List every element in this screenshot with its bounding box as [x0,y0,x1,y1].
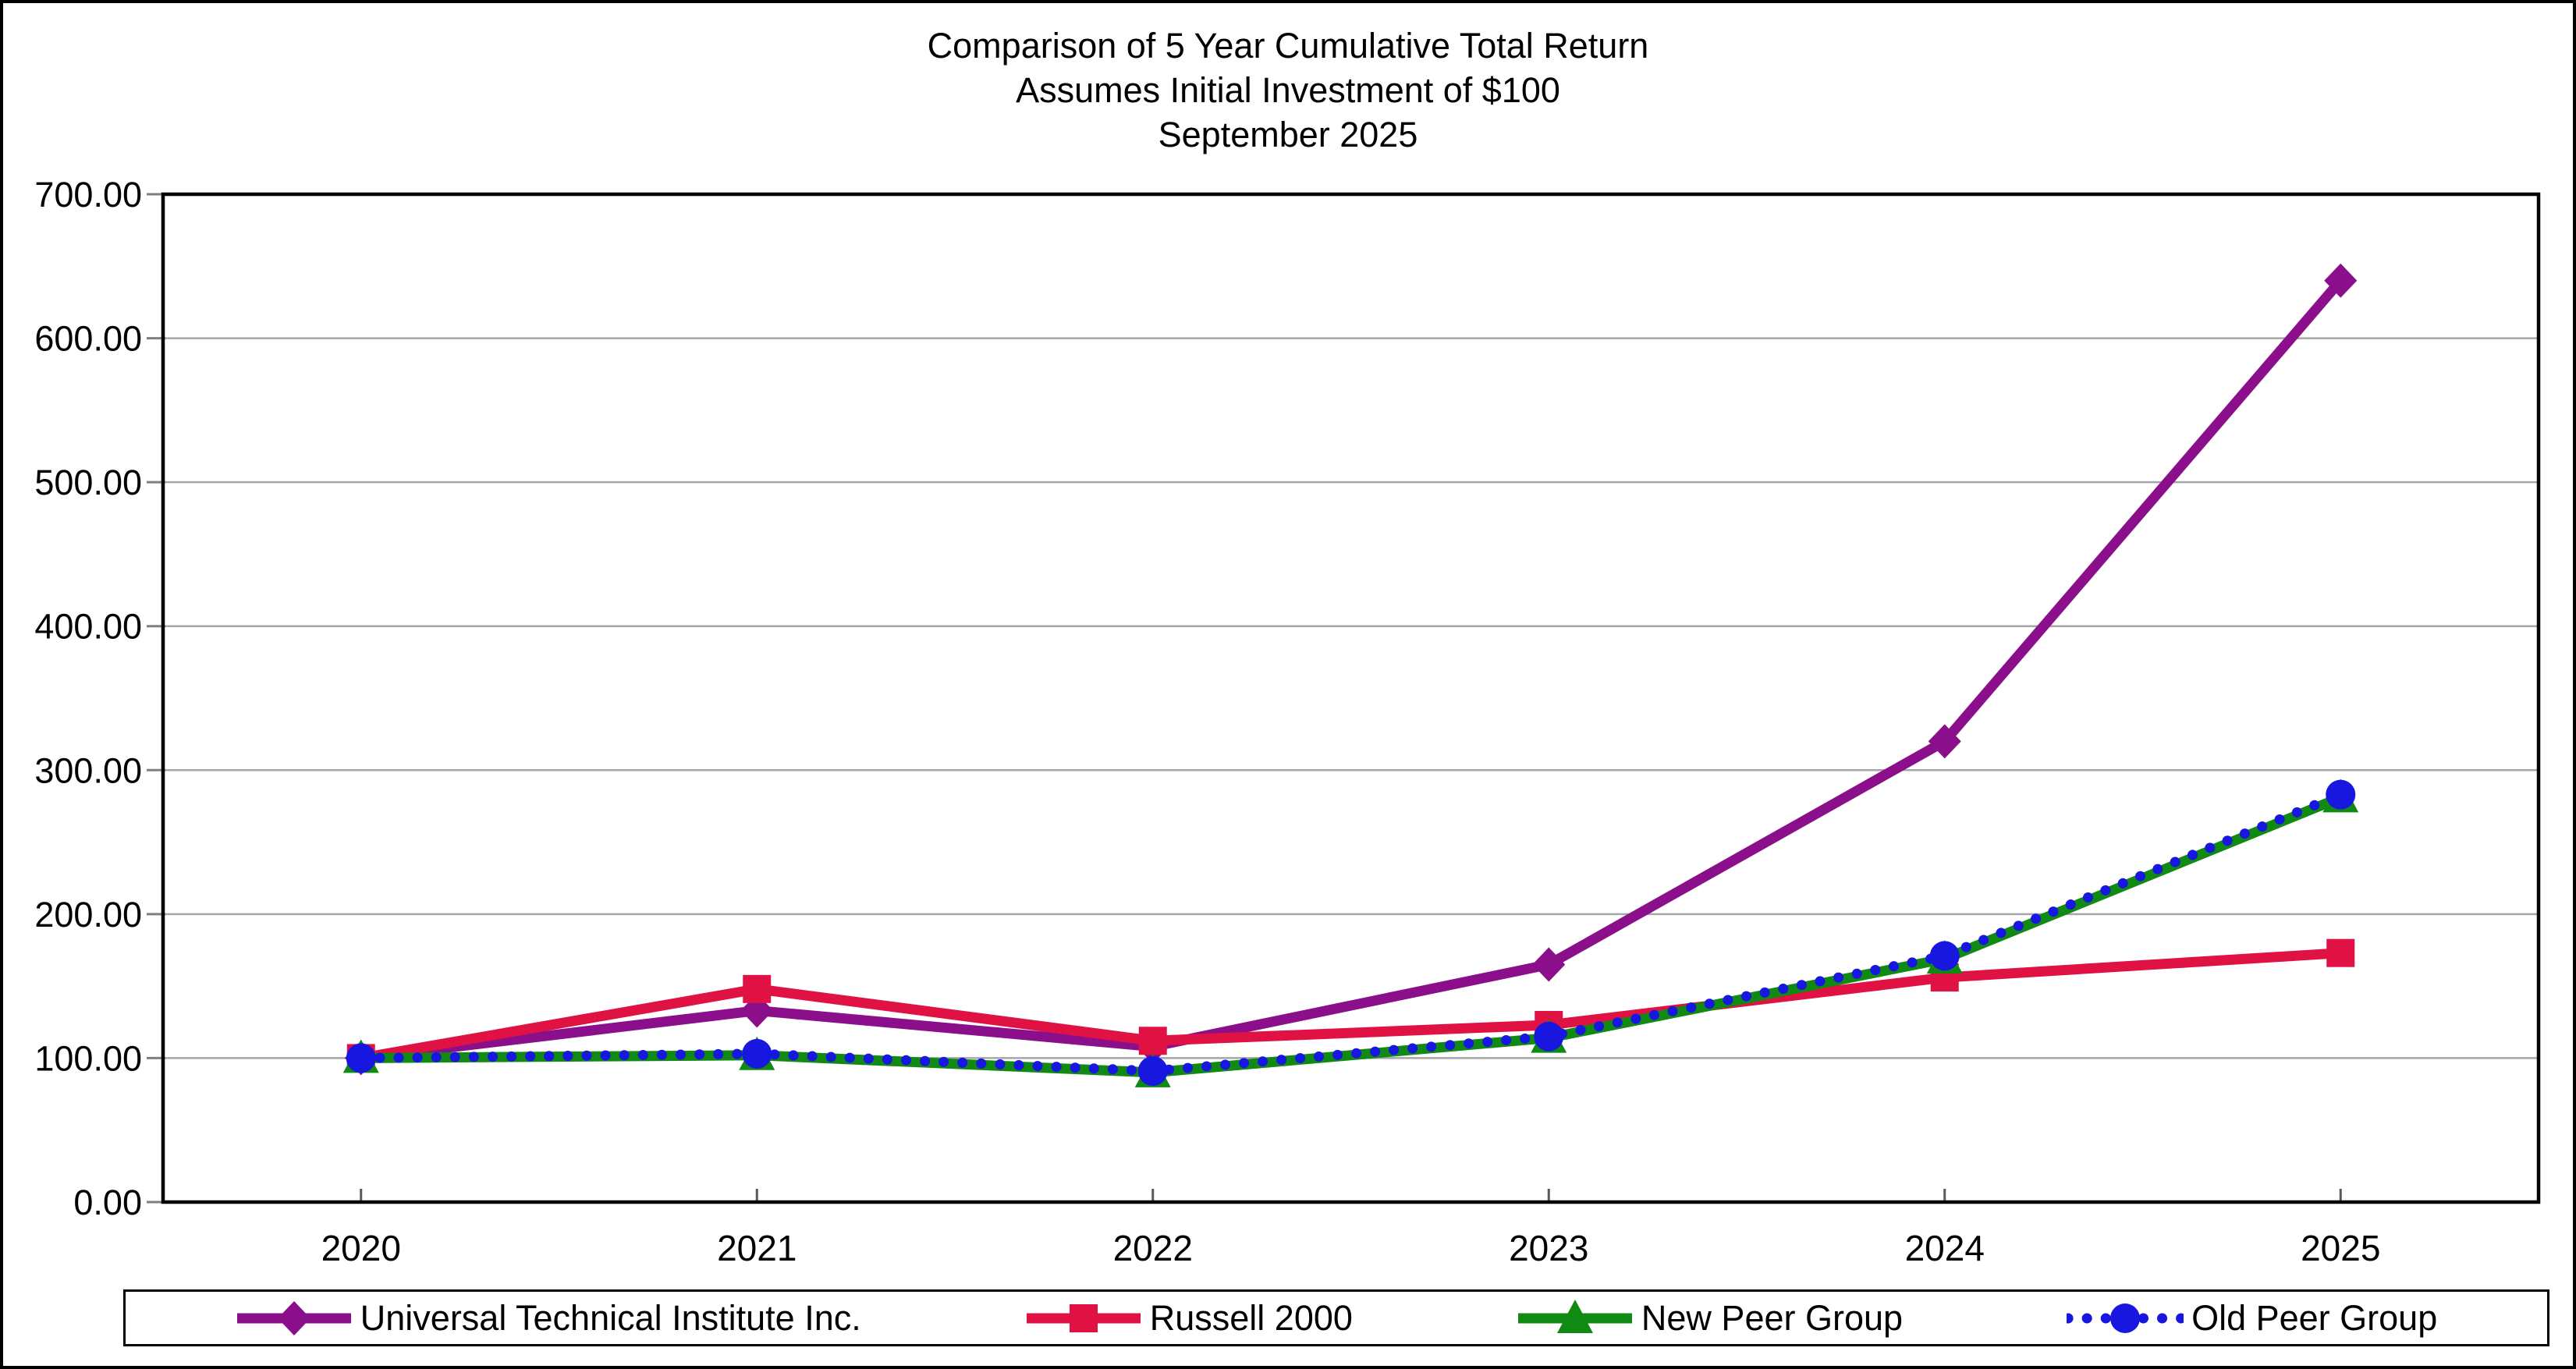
point-old-peer-group-2020-circle-marker-icon [346,1043,376,1073]
x-axis-label-2025: 2025 [2301,1228,2380,1268]
chart-title-line-1: Comparison of 5 Year Cumulative Total Re… [927,26,1649,66]
chart-title-line-3: September 2025 [1158,115,1418,154]
legend-swatch-russell-2000 [1026,1303,1141,1332]
legend-item-new-peer-group: New Peer Group [1517,1298,1903,1339]
series-line-universal-technical-institute-inc [360,277,2345,1063]
y-axis-label-700: 700.00 [34,175,142,215]
legend-label-old-peer-group: Old Peer Group [2191,1297,2438,1338]
legend-item-old-peer-group: Old Peer Group [2067,1298,2437,1339]
series-new-peer-group [342,778,2359,1087]
point-russell-2000-2022-square-marker-icon [1138,1027,1167,1055]
legend-new-peer-group-triangle-marker-icon [1556,1299,1593,1333]
chart-title-line-2: Assumes Initial Investment of $100 [1016,70,1560,110]
y-axis-label-400: 400.00 [34,607,142,647]
y-axis-label-500: 500.00 [34,463,142,502]
legend-item-russell-2000: Russell 2000 [1025,1298,1353,1339]
legend: Universal Technical Institute Inc. Russel… [123,1289,2549,1346]
series-universal-technical-institute-inc [344,263,2358,1076]
point-old-peer-group-2022-circle-marker-icon [1137,1056,1168,1087]
legend-swatch-new-peer-group [1517,1299,1632,1333]
legend-label-russell-2000: Russell 2000 [1149,1297,1353,1338]
x-axis-label-2021: 2021 [717,1228,797,1268]
legend-old-peer-group-circle-marker-icon [2110,1303,2141,1333]
series-russell-2000 [346,938,2355,1073]
legend-label-universal-technical-institute-inc: Universal Technical Institute Inc. [360,1297,861,1338]
y-axis-label-600: 600.00 [34,319,142,359]
legend-item-universal-technical-institute-inc: Universal Technical Institute Inc. [236,1298,861,1339]
series-line-russell-2000 [360,948,2341,1063]
point-universal-technical-institute-inc-2024-diamond-marker-icon [1928,724,1961,759]
point-old-peer-group-2024-circle-marker-icon [1929,941,1960,971]
point-universal-technical-institute-inc-2023-diamond-marker-icon [1532,947,1566,982]
series-old-peer-group [346,779,2356,1087]
legend-swatch-universal-technical-institute-inc [236,1300,351,1335]
legend-label-new-peer-group: New Peer Group [1641,1297,1904,1338]
point-old-peer-group-2023-circle-marker-icon [1534,1021,1564,1052]
point-old-peer-group-2025-circle-marker-icon [2326,779,2356,810]
x-axis-label-2024: 2024 [1905,1228,1985,1268]
series-line-new-peer-group [360,793,2343,1078]
point-old-peer-group-2021-circle-marker-icon [742,1038,772,1069]
plot-border [161,192,2541,1204]
x-axis-label-2023: 2023 [1509,1228,1588,1268]
chart-title: Comparison of 5 Year Cumulative Total Re… [3,23,2573,157]
point-universal-technical-institute-inc-2025-diamond-marker-icon [2324,263,2358,298]
legend-universal-technical-institute-inc-diamond-marker-icon [277,1300,310,1335]
x-axis-label-2022: 2022 [1113,1228,1193,1268]
legend-swatch-old-peer-group [2067,1303,2184,1333]
plot-area: 0.00 100.00 200.00 300.00 400.00 500.00 600.00… [34,175,2541,1268]
legend-russell-2000-square-marker-icon [1069,1303,1098,1332]
y-axis-label-300: 300.00 [34,750,142,790]
x-axis-label-2020: 2020 [321,1228,401,1268]
y-axis-label-100: 100.00 [34,1038,142,1078]
point-russell-2000-2025-square-marker-icon [2326,938,2355,967]
y-axis-label-0: 0.00 [73,1183,142,1222]
y-axis-label-200: 200.00 [34,895,142,935]
point-russell-2000-2021-square-marker-icon [743,974,772,1003]
